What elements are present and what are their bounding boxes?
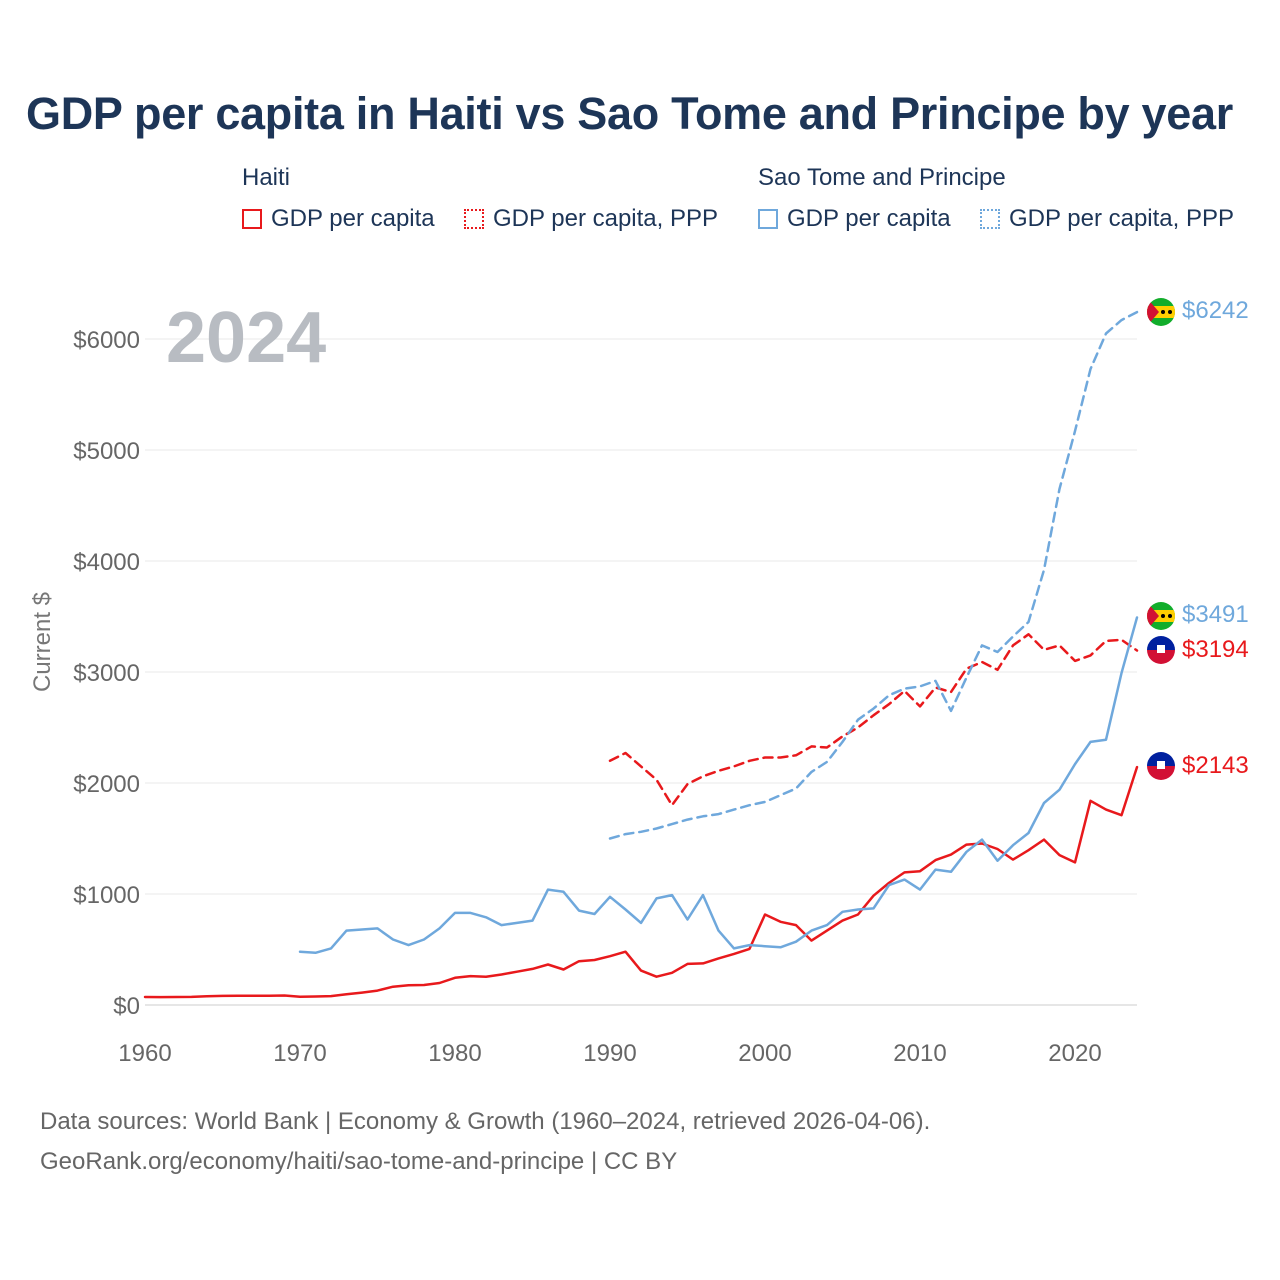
haiti-flag-icon: [1147, 752, 1175, 780]
x-tick-label: 1980: [428, 1040, 481, 1067]
legend-item-haiti-gdp-ppp[interactable]: GDP per capita, PPP: [464, 205, 718, 233]
legend-swatch-dotted-red: [464, 209, 484, 229]
legend-label: GDP per capita: [787, 205, 951, 232]
chart-title: GDP per capita in Haiti vs Sao Tome and …: [26, 88, 1233, 139]
legend-item-haiti-gdp[interactable]: GDP per capita: [242, 205, 435, 233]
y-tick-label: $0: [113, 993, 140, 1020]
y-tick-label: $4000: [73, 549, 140, 576]
y-tick-label: $5000: [73, 438, 140, 465]
legend-label: GDP per capita, PPP: [493, 205, 718, 232]
x-tick-label: 1970: [273, 1040, 326, 1067]
x-tick-label: 1990: [583, 1040, 636, 1067]
legend-label: GDP per capita, PPP: [1009, 205, 1234, 232]
sao-tome-flag-icon: [1147, 298, 1175, 326]
x-tick-label: 1960: [118, 1040, 171, 1067]
x-tick-label: 2000: [738, 1040, 791, 1067]
sao-tome-flag-icon: [1147, 602, 1175, 630]
haiti-flag-icon: [1147, 636, 1175, 664]
x-tick-label: 2010: [893, 1040, 946, 1067]
legend-group-haiti: Haiti: [242, 164, 291, 191]
legend-group-sao-tome: Sao Tome and Principe: [758, 164, 1006, 191]
source-url[interactable]: GeoRank.org/economy/haiti/sao-tome-and-p…: [40, 1148, 678, 1175]
end-label-haiti-gdp: $2143: [1182, 752, 1249, 779]
end-label-stp-gdp-ppp: $6242: [1182, 297, 1249, 324]
y-tick-label: $2000: [73, 771, 140, 798]
x-tick-label: 2020: [1048, 1040, 1101, 1067]
series-line-0: [143, 765, 1139, 999]
legend-label: GDP per capita: [271, 205, 435, 232]
legend-swatch-solid-blue: [758, 209, 778, 229]
series-line-3: [608, 310, 1139, 840]
year-watermark: 2024: [166, 298, 326, 378]
end-label-haiti-gdp-ppp: $3194: [1182, 636, 1249, 663]
legend-swatch-dotted-blue: [980, 209, 1000, 229]
y-tick-label: $1000: [73, 882, 140, 909]
legend-swatch-solid-red: [242, 209, 262, 229]
series-line-2: [298, 616, 1139, 955]
series-line-1: [608, 633, 1139, 807]
source-text: Data sources: World Bank | Economy & Gro…: [40, 1108, 931, 1135]
legend-item-stp-gdp[interactable]: GDP per capita: [758, 205, 951, 233]
legend-item-stp-gdp-ppp[interactable]: GDP per capita, PPP: [980, 205, 1234, 233]
y-tick-label: $3000: [73, 660, 140, 687]
end-label-stp-gdp: $3491: [1182, 601, 1249, 628]
y-tick-label: $6000: [73, 327, 140, 354]
y-axis-label: Current $: [29, 592, 56, 692]
